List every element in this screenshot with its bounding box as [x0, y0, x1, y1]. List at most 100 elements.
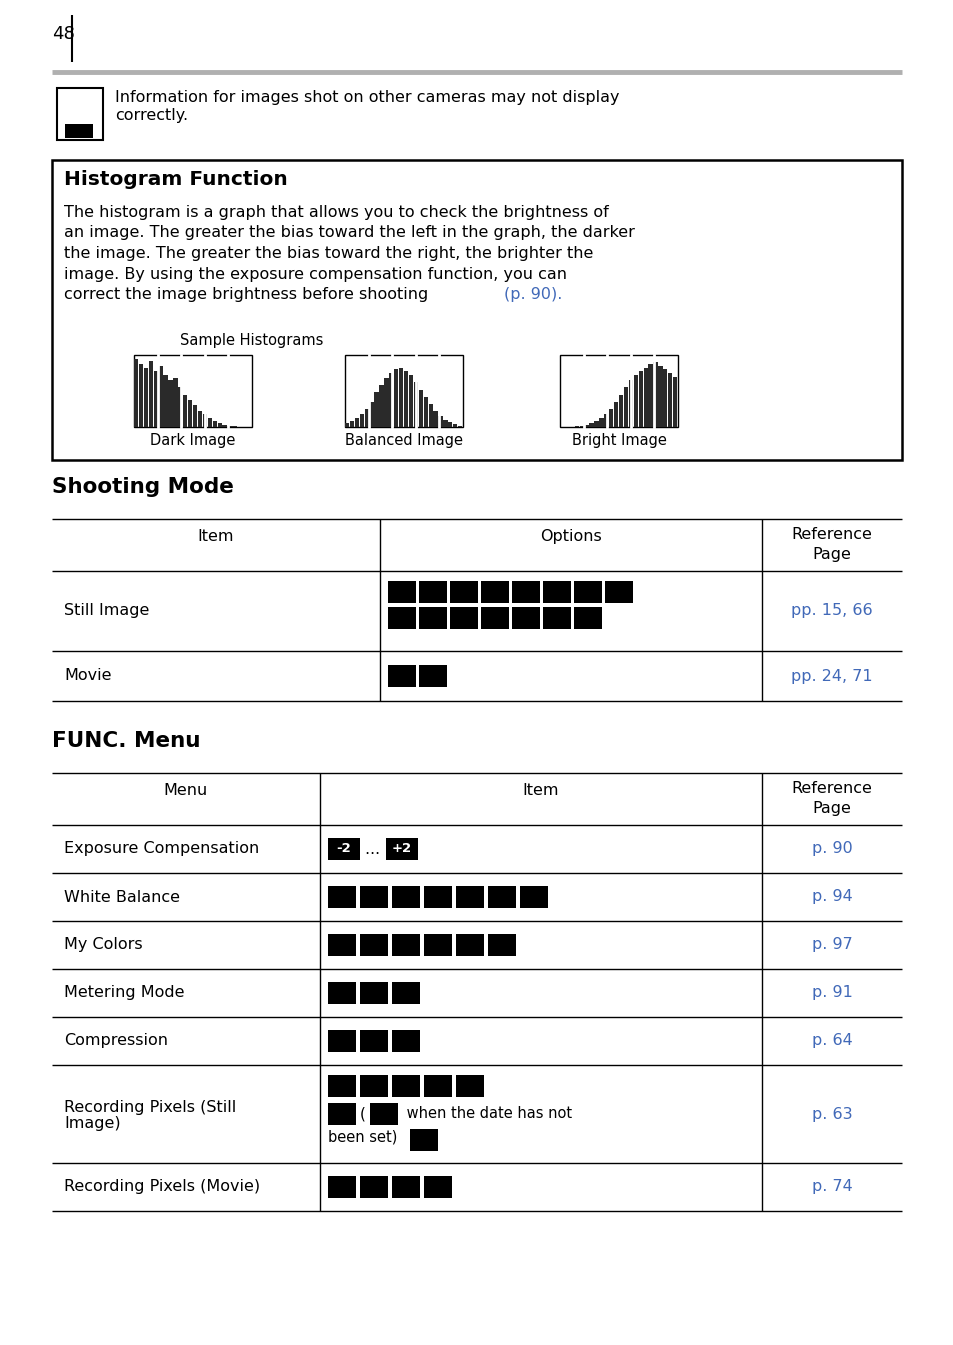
Bar: [392, 1075, 419, 1098]
Bar: [158, 366, 163, 426]
Bar: [414, 382, 417, 426]
Bar: [418, 607, 447, 629]
Text: p. 74: p. 74: [811, 1180, 851, 1194]
Text: Information for images shot on other cameras may not display: Information for images shot on other cam…: [115, 90, 618, 105]
Bar: [574, 607, 601, 629]
Bar: [359, 414, 363, 426]
Bar: [197, 412, 202, 426]
Bar: [178, 387, 182, 426]
Bar: [328, 1103, 355, 1124]
Bar: [423, 886, 452, 908]
Bar: [57, 87, 103, 140]
Bar: [163, 375, 168, 426]
Text: White Balance: White Balance: [64, 889, 180, 904]
Bar: [453, 424, 456, 426]
Text: Balanced Image: Balanced Image: [345, 433, 462, 448]
Text: Item: Item: [197, 529, 234, 543]
Bar: [149, 360, 152, 426]
Text: Exposure Compensation: Exposure Compensation: [64, 842, 259, 857]
Bar: [379, 385, 383, 426]
Bar: [183, 394, 187, 426]
Bar: [133, 359, 138, 426]
Bar: [364, 409, 369, 426]
Bar: [584, 425, 588, 426]
Bar: [628, 381, 633, 426]
Bar: [328, 838, 359, 859]
Text: My Colors: My Colors: [64, 937, 143, 952]
Text: pp. 24, 71: pp. 24, 71: [790, 668, 872, 683]
Bar: [456, 1075, 483, 1098]
Bar: [392, 933, 419, 956]
Bar: [328, 886, 355, 908]
Bar: [370, 1103, 397, 1124]
Text: Dark Image: Dark Image: [151, 433, 235, 448]
Bar: [456, 886, 483, 908]
Text: Metering Mode: Metering Mode: [64, 986, 184, 1001]
Bar: [450, 607, 477, 629]
Bar: [359, 982, 388, 1003]
Bar: [359, 886, 388, 908]
Bar: [633, 375, 638, 426]
Bar: [448, 422, 452, 426]
Bar: [542, 607, 571, 629]
Text: an image. The greater the bias toward the left in the graph, the darker: an image. The greater the bias toward th…: [64, 226, 634, 241]
Bar: [457, 425, 462, 426]
Bar: [133, 355, 252, 426]
Bar: [153, 371, 157, 426]
Bar: [139, 363, 143, 426]
Bar: [423, 1075, 452, 1098]
Bar: [208, 418, 212, 426]
Bar: [213, 421, 216, 426]
Bar: [217, 424, 221, 426]
Bar: [423, 397, 427, 426]
Bar: [203, 414, 207, 426]
Text: Still Image: Still Image: [64, 604, 150, 619]
Text: Reference
Page: Reference Page: [791, 527, 872, 562]
Text: Recording Pixels (Still: Recording Pixels (Still: [64, 1100, 236, 1115]
Bar: [423, 1176, 452, 1198]
Text: p. 94: p. 94: [811, 889, 851, 904]
Bar: [222, 425, 227, 426]
Bar: [456, 933, 483, 956]
Bar: [410, 1128, 437, 1151]
Bar: [433, 412, 437, 426]
Bar: [169, 381, 172, 426]
Text: Menu: Menu: [164, 783, 208, 798]
Text: p. 90: p. 90: [811, 842, 851, 857]
Text: Reference
Page: Reference Page: [791, 781, 872, 816]
Bar: [328, 933, 355, 956]
Text: (: (: [359, 1107, 366, 1122]
Bar: [409, 375, 413, 426]
Bar: [618, 394, 622, 426]
Text: Options: Options: [539, 529, 601, 543]
Bar: [389, 373, 393, 426]
Text: Item: Item: [522, 783, 558, 798]
Bar: [388, 607, 416, 629]
Text: when the date has not: when the date has not: [401, 1107, 572, 1122]
Bar: [328, 1030, 355, 1052]
Bar: [359, 1176, 388, 1198]
Bar: [614, 402, 618, 426]
Bar: [355, 418, 358, 426]
Bar: [450, 581, 477, 603]
Bar: [328, 982, 355, 1003]
Text: Sample Histograms: Sample Histograms: [180, 334, 323, 348]
Bar: [418, 390, 422, 426]
Text: 48: 48: [52, 26, 74, 43]
Text: Histogram Function: Histogram Function: [64, 169, 288, 190]
Bar: [350, 421, 354, 426]
Bar: [394, 370, 398, 426]
Bar: [328, 1075, 355, 1098]
Bar: [488, 933, 516, 956]
Bar: [559, 355, 678, 426]
Bar: [598, 418, 603, 426]
Bar: [388, 664, 416, 687]
Bar: [579, 425, 583, 426]
Bar: [328, 1176, 355, 1198]
Bar: [345, 355, 462, 426]
Bar: [574, 581, 601, 603]
Bar: [392, 1176, 419, 1198]
Bar: [648, 363, 652, 426]
Bar: [480, 607, 509, 629]
Text: Compression: Compression: [64, 1033, 168, 1049]
